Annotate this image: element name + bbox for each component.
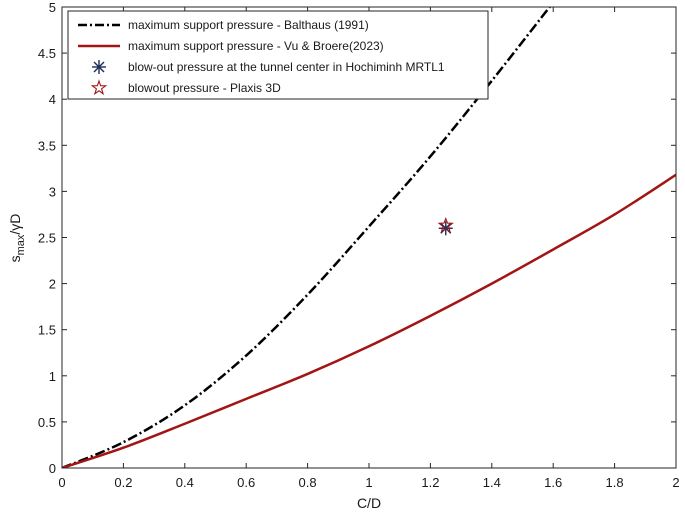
axis-ticks: 0 0.2 0.4 0.6 0.8 1 1.2 1.4 1.6 1.8 2 0 0.5 1 1.5 2 2.5 3… — [38, 0, 680, 490]
y-tick-label-10: 5 — [49, 0, 56, 15]
x-tick-label-2: 0.4 — [176, 475, 194, 490]
series-layer — [62, 7, 676, 468]
y-tick-label-7: 3.5 — [38, 138, 56, 153]
y-tick-label-5: 2.5 — [38, 231, 56, 246]
legend-label-hochiminh: blow-out pressure at the tunnel center i… — [128, 60, 445, 74]
y-tick-label-9: 4.5 — [38, 46, 56, 61]
series-line-1 — [62, 173, 676, 468]
legend-label-vu-broere: maximum support pressure - Vu & Broere(2… — [128, 39, 384, 53]
x-tick-label-7: 1.4 — [483, 475, 501, 490]
legend-asterisk-icon — [92, 60, 106, 74]
y-tick-label-1: 0.5 — [38, 415, 56, 430]
x-tick-label-1: 0.2 — [114, 475, 132, 490]
x-tick-label-8: 1.6 — [544, 475, 562, 490]
x-tick-label-0: 0 — [58, 475, 65, 490]
legend: maximum support pressure - Balthaus (199… — [67, 10, 489, 100]
y-tick-label-8: 4 — [49, 92, 56, 107]
y-tick-label-2: 1 — [49, 369, 56, 384]
y-tick-label-3: 1.5 — [38, 323, 56, 338]
x-tick-label-9: 1.8 — [606, 475, 624, 490]
legend-box — [67, 10, 489, 100]
y-tick-label-0: 0 — [49, 461, 56, 476]
y-axis-title: smax/γD — [7, 214, 27, 263]
x-tick-label-4: 0.8 — [299, 475, 317, 490]
x-tick-label-5: 1 — [365, 475, 372, 490]
x-tick-label-6: 1.2 — [421, 475, 439, 490]
x-tick-label-10: 2 — [672, 475, 679, 490]
star-marker-3-0 — [437, 216, 454, 233]
legend-label-plaxis: blowout pressure - Plaxis 3D — [128, 81, 281, 95]
plot-frame — [61, 6, 677, 469]
legend-label-balthaus: maximum support pressure - Balthaus (199… — [128, 18, 369, 32]
x-tick-label-3: 0.6 — [237, 475, 255, 490]
x-axis-title: C/D — [357, 495, 381, 511]
legend-star-icon — [90, 79, 108, 96]
series-line-0 — [62, 7, 552, 468]
y-tick-label-4: 2 — [49, 277, 56, 292]
y-tick-label-6: 3 — [49, 184, 56, 199]
